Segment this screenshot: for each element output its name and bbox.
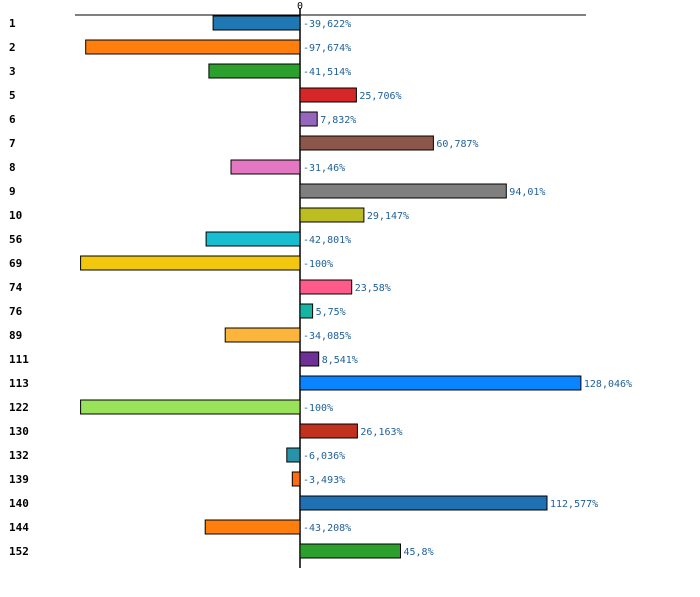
category-label: 5 xyxy=(9,89,16,102)
value-label: -39,622% xyxy=(303,19,351,30)
category-label: 6 xyxy=(9,113,16,126)
bar xyxy=(299,495,548,511)
value-label: 45,8% xyxy=(404,547,434,558)
value-label: 25,706% xyxy=(359,91,401,102)
category-label: 56 xyxy=(9,233,23,246)
category-label: 122 xyxy=(9,401,29,414)
category-label: 139 xyxy=(9,473,29,486)
bar xyxy=(299,279,353,295)
bar xyxy=(230,159,301,175)
value-label: 23,58% xyxy=(355,283,391,294)
bar xyxy=(80,399,301,415)
bar xyxy=(299,87,357,103)
value-label: -41,514% xyxy=(303,67,351,78)
bar xyxy=(299,207,365,223)
value-label: -100% xyxy=(303,259,333,270)
value-label: -97,674% xyxy=(303,43,351,54)
bar xyxy=(299,351,320,367)
bar xyxy=(204,519,301,535)
bar xyxy=(299,543,401,559)
bar xyxy=(291,471,301,487)
category-label: 152 xyxy=(9,545,29,558)
value-label: 29,147% xyxy=(367,211,409,222)
value-label: 7,832% xyxy=(320,115,356,126)
bar xyxy=(205,231,301,247)
category-label: 74 xyxy=(9,281,23,294)
bar xyxy=(212,15,301,31)
value-label: -42,801% xyxy=(303,235,351,246)
value-label: 128,046% xyxy=(584,379,632,390)
category-label: 10 xyxy=(9,209,22,222)
value-label: 8,541% xyxy=(322,355,358,366)
category-label: 113 xyxy=(9,377,29,390)
category-label: 2 xyxy=(9,41,16,54)
category-label: 8 xyxy=(9,161,16,174)
bar xyxy=(299,135,434,151)
bar xyxy=(299,375,582,391)
bar xyxy=(224,327,301,343)
category-label: 89 xyxy=(9,329,22,342)
value-label: 26,163% xyxy=(360,427,402,438)
bar xyxy=(85,39,301,55)
category-label: 130 xyxy=(9,425,29,438)
bar xyxy=(299,183,507,199)
value-label: -34,085% xyxy=(303,331,351,342)
value-label: 60,787% xyxy=(436,139,478,150)
value-label: -6,036% xyxy=(303,451,345,462)
bar xyxy=(286,447,301,463)
value-label: 5,75% xyxy=(316,307,346,318)
value-label: -3,493% xyxy=(303,475,345,486)
bar xyxy=(208,63,301,79)
bar xyxy=(299,111,318,127)
zero-tick-label: 0 xyxy=(297,1,303,12)
category-label: 3 xyxy=(9,65,16,78)
category-label: 69 xyxy=(9,257,22,270)
category-label: 9 xyxy=(9,185,16,198)
category-label: 144 xyxy=(9,521,29,534)
bar xyxy=(80,255,301,271)
value-label: 112,577% xyxy=(550,499,598,510)
bar xyxy=(299,423,358,439)
category-label: 1 xyxy=(9,17,16,30)
value-label: -43,208% xyxy=(303,523,351,534)
category-label: 111 xyxy=(9,353,29,366)
category-label: 7 xyxy=(9,137,16,150)
category-label: 132 xyxy=(9,449,29,462)
bar xyxy=(299,303,314,319)
category-label: 76 xyxy=(9,305,23,318)
category-label: 140 xyxy=(9,497,29,510)
value-label: 94,01% xyxy=(509,187,545,198)
value-label: -100% xyxy=(303,403,333,414)
value-label: -31,46% xyxy=(303,163,345,174)
